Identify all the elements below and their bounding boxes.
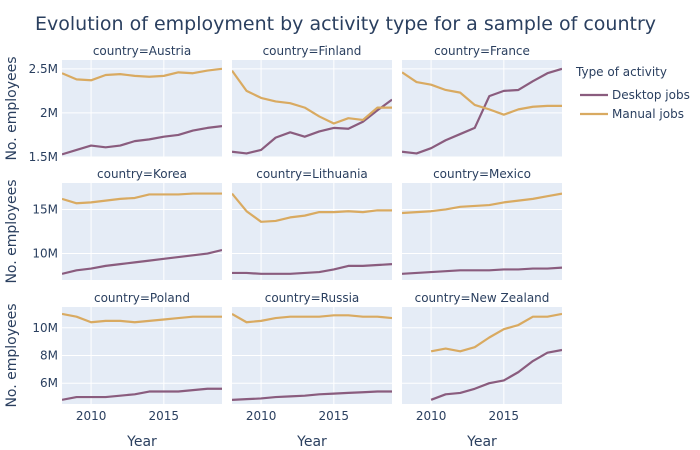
- series-line: [232, 69, 392, 125]
- legend-title: Type of activity: [575, 65, 667, 79]
- series-line: [62, 125, 222, 156]
- x-tick-label: 2015: [319, 409, 350, 423]
- series-line: [62, 248, 222, 275]
- x-tick-label: 2015: [149, 409, 180, 423]
- y-tick-label: 2.5M: [29, 62, 58, 76]
- facet-label: country=Mexico: [433, 167, 531, 181]
- y-axis-title: No. employees: [4, 56, 20, 160]
- facet-panel: country=Mexico: [402, 167, 562, 280]
- series-line: [402, 71, 562, 116]
- series-line: [402, 266, 562, 275]
- x-axis-title: Year: [296, 434, 327, 450]
- x-axis-title: Year: [466, 434, 497, 450]
- facet-label: country=Poland: [94, 291, 190, 305]
- chart-title: Evolution of employment by activity type…: [35, 13, 656, 35]
- facet-panel: country=Finland: [232, 44, 392, 158]
- series-line: [62, 192, 222, 205]
- series-line: [62, 312, 222, 324]
- facet-panel: country=Lithuania: [232, 167, 392, 280]
- facet-label: country=Russia: [265, 291, 360, 305]
- y-tick-label: 1.5M: [29, 150, 58, 164]
- facet-label: country=France: [434, 44, 530, 58]
- facet-grid: country=Austria 1.5M 2M 2.5M country=Finland…: [29, 44, 562, 423]
- facet-panel: country=France: [402, 44, 562, 158]
- x-tick-label: 2010: [76, 409, 107, 423]
- y-axis-title: No. employees: [4, 179, 20, 283]
- facet-panel: country=Korea 10M 15M: [32, 167, 222, 280]
- facet-label: country=Austria: [93, 44, 191, 58]
- series-line: [232, 312, 392, 324]
- x-tick-label: 2010: [246, 409, 277, 423]
- series-line: [232, 390, 392, 401]
- series-line: [430, 312, 562, 353]
- legend: Type of activity Desktop jobs Manual jobs: [575, 65, 690, 121]
- plot-background: [232, 60, 392, 157]
- plot-background: [62, 183, 222, 280]
- plot-background: [402, 60, 562, 157]
- y-tick-label: 10M: [32, 247, 58, 261]
- series-line: [62, 387, 222, 401]
- facet-label: country=Finland: [263, 44, 362, 58]
- series-line: [62, 67, 222, 82]
- plot-background: [62, 60, 222, 157]
- facet-label: country=Lithuania: [256, 167, 368, 181]
- series-line: [402, 192, 562, 215]
- facet-label: country=New Zealand: [415, 291, 550, 305]
- y-tick-label: 10M: [32, 321, 58, 335]
- x-tick-label: 2010: [416, 409, 447, 423]
- y-tick-label: 2M: [40, 106, 58, 120]
- facet-panel: country=New Zealand 2010 2015: [402, 291, 562, 423]
- y-tick-label: 8M: [40, 349, 58, 363]
- series-line: [232, 263, 392, 275]
- x-axis-title: Year: [126, 434, 157, 450]
- plot-background: [232, 183, 392, 280]
- legend-item-label: Desktop jobs: [612, 88, 690, 102]
- facet-label: country=Korea: [97, 167, 187, 181]
- legend-item-label: Manual jobs: [612, 107, 684, 121]
- y-axis-title: No. employees: [4, 303, 20, 407]
- series-line: [430, 348, 562, 401]
- series-line: [232, 192, 392, 223]
- facet-panel: country=Austria 1.5M 2M 2.5M: [29, 44, 222, 164]
- series-line: [402, 67, 562, 155]
- y-tick-label: 6M: [40, 376, 58, 390]
- facet-panel: country=Poland 6M 8M 10M 2010 2015: [32, 291, 222, 423]
- axis-titles: No. employees No. employees No. employees Y…: [4, 56, 497, 450]
- series-line: [232, 98, 392, 155]
- y-tick-label: 15M: [32, 202, 58, 216]
- x-tick-label: 2015: [489, 409, 520, 423]
- facet-panel: country=Russia 2010 2015: [232, 291, 392, 423]
